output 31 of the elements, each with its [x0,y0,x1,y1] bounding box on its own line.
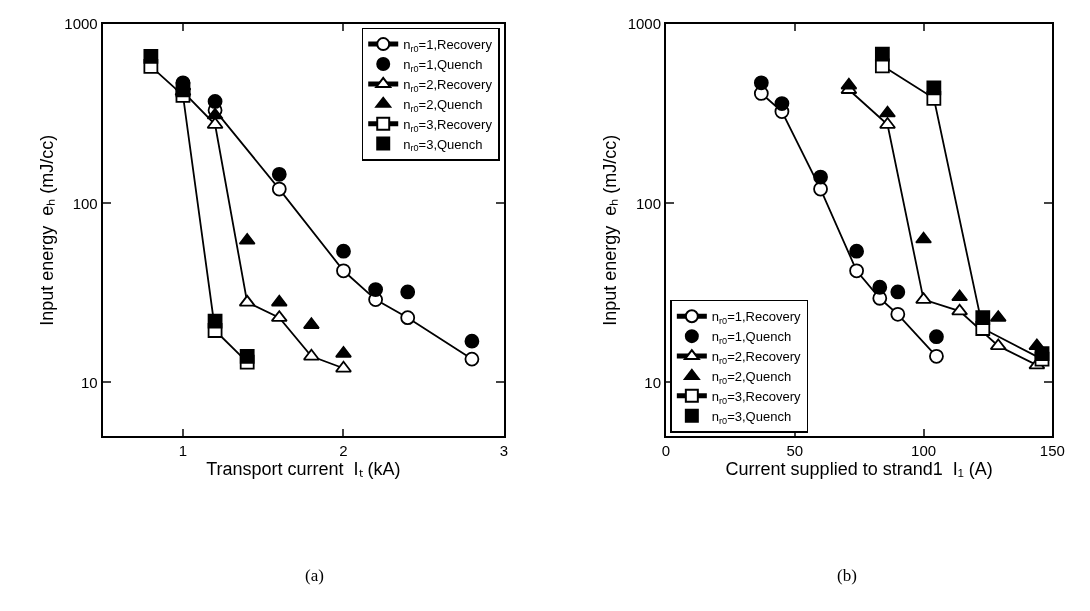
legend-label: n$_{r0}$=2,Recovery [711,349,801,366]
legend-label: n$_{r0}$=1,Quench [711,329,792,346]
legend-label: n$_{r0}$=3,Recovery [711,388,801,406]
x-tick-label: 150 [1039,442,1065,460]
legend-label: n$_{r0}$=3,Recovery [403,116,493,134]
y-axis-title: Input energy eₕ (mJ/cc) [600,134,621,326]
legend-label: n$_{r0}$=2,Quench [403,96,483,114]
legend-label: n$_{r0}$=3,Quench [403,136,483,154]
x-tick-label: 1 [178,442,188,460]
y-tick-label: 1000 [64,15,98,33]
x-tick-label: 100 [911,442,937,460]
x-tick-label: 2 [339,442,348,460]
y-tick-label: 1000 [627,15,662,33]
y-axis-title: Input energy eₕ (mJ/cc) [37,134,58,326]
y-tick-label: 100 [636,194,662,212]
text: (b) [837,566,857,585]
y-tick-label: 10 [81,373,98,391]
y-tick-label: 10 [644,373,662,391]
legend-label: n$_{r0}$=2,Recovery [403,76,493,94]
legend-label: n$_{r0}$=1,Recovery [403,37,493,54]
legend-label: n$_{r0}$=1,Recovery [711,309,801,327]
legend-label: n$_{r0}$=1,Quench [403,57,483,74]
x-axis-title: Transport current Iₜ (kA) [206,459,401,480]
x-tick-label: 50 [786,442,804,460]
legend-label: n$_{r0}$=2,Quench [711,369,792,386]
legend-label: n$_{r0}$=3,Quench [711,408,792,426]
x-tick-label: 3 [499,442,509,460]
x-tick-label: 0 [661,442,671,460]
text: (a) [305,566,324,585]
y-tick-label: 100 [72,194,98,212]
x-axis-title: Current supplied to strand1 I₁ (A) [725,459,993,480]
